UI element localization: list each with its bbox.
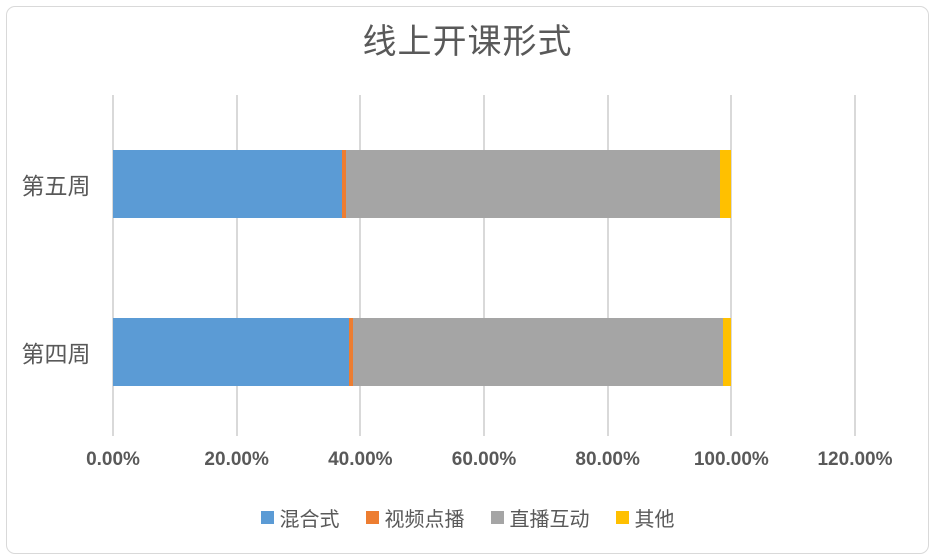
x-tick-label: 40.00%	[328, 449, 393, 470]
gridline	[483, 95, 485, 436]
x-tick-label: 60.00%	[451, 449, 517, 470]
legend-item-2: 直播互动	[490, 503, 590, 532]
legend-item-0: 混合式	[260, 503, 340, 532]
legend-label: 其他	[634, 508, 675, 531]
gridline	[235, 95, 238, 436]
x-tick-label: 0.00%	[86, 449, 140, 470]
bar-segment-series-1	[341, 150, 347, 218]
x-tick-label: 20.00%	[204, 449, 269, 470]
legend-swatch-icon	[260, 510, 274, 524]
bar-row	[113, 150, 732, 218]
legend-label: 混合式	[279, 508, 340, 531]
bar-row	[113, 318, 732, 386]
bar-segment-series-1	[349, 318, 353, 386]
gridline	[606, 95, 609, 436]
legend-item-3: 其他	[615, 503, 675, 532]
legend-item-1: 视频点播	[365, 503, 465, 532]
category-label: 第五周	[21, 174, 91, 199]
legend: 混合式 视频点播 直播互动 其他	[0, 503, 935, 531]
bar-segment-series-0	[113, 150, 342, 218]
plot-area	[112, 95, 856, 436]
gridline	[359, 95, 362, 436]
bar-segment-series-2	[352, 318, 723, 386]
gridline	[112, 95, 114, 436]
chart-frame	[6, 6, 929, 554]
legend-swatch-icon	[490, 510, 504, 524]
legend-label: 视频点播	[384, 508, 465, 531]
category-label: 第四周	[21, 342, 91, 367]
gridline	[854, 95, 856, 436]
bar-segment-series-2	[346, 150, 720, 218]
chart-title: 线上开课形式	[362, 24, 573, 61]
legend-label: 直播互动	[509, 508, 590, 531]
x-tick-label: 80.00%	[575, 449, 640, 470]
x-tick-label: 100.00%	[693, 449, 769, 470]
x-tick-label: 120.00%	[817, 449, 893, 470]
bar-segment-series-3	[719, 150, 732, 218]
gridline	[730, 95, 733, 436]
bar-segment-series-0	[113, 318, 350, 386]
legend-swatch-icon	[615, 510, 629, 524]
bar-segment-series-3	[722, 318, 732, 386]
legend-swatch-icon	[365, 510, 379, 524]
